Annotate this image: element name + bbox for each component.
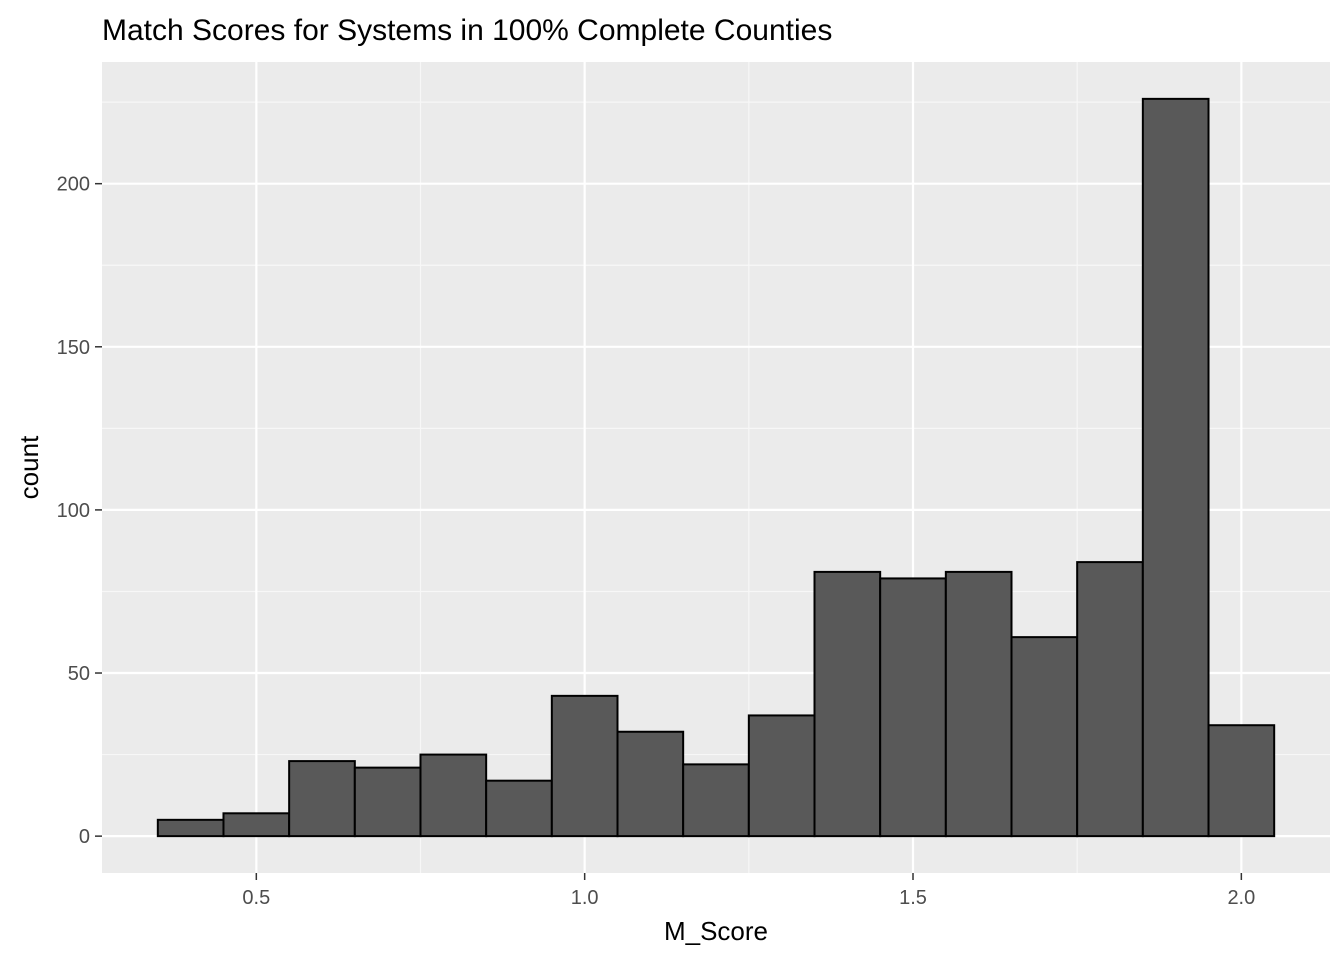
minor-gridlines <box>102 62 1330 873</box>
x-tick-label: 1.5 <box>899 887 927 909</box>
histogram-bar <box>1076 561 1144 838</box>
y-axis-ticks: 0 50 100 150 200 <box>57 174 102 848</box>
y-axis-title: count <box>14 435 44 499</box>
histogram-bar <box>879 577 947 838</box>
y-tick-label: 200 <box>57 174 90 196</box>
x-axis-title: M_Score <box>664 916 768 946</box>
histogram-bar <box>288 760 356 838</box>
histogram-bars <box>156 97 1276 838</box>
histogram-bar <box>616 730 685 838</box>
histogram-bar <box>485 779 553 838</box>
histogram-bar <box>222 812 291 838</box>
y-tick-label: 100 <box>57 500 90 522</box>
histogram-bar <box>156 818 225 838</box>
histogram-bar <box>353 766 422 838</box>
x-tick-label: 1.0 <box>571 887 599 909</box>
histogram-bar <box>747 714 816 838</box>
histogram-bar <box>419 753 488 838</box>
histogram-bar <box>813 570 882 838</box>
histogram-bar <box>550 694 619 838</box>
y-tick-label: 0 <box>79 826 90 848</box>
y-tick-label: 50 <box>68 663 90 685</box>
x-tick-label: 2.0 <box>1227 887 1255 909</box>
histogram-bar <box>1141 97 1210 838</box>
histogram-bar <box>944 570 1013 838</box>
histogram-bar <box>682 763 750 838</box>
histogram-bar <box>1010 636 1079 838</box>
y-tick-label: 150 <box>57 337 90 359</box>
x-axis-ticks: 0.5 1.0 1.5 2.0 <box>242 873 1255 909</box>
histogram-bar <box>1207 724 1276 838</box>
x-tick-label: 0.5 <box>242 887 270 909</box>
chart-title: Match Scores for Systems in 100% Complet… <box>102 14 832 47</box>
